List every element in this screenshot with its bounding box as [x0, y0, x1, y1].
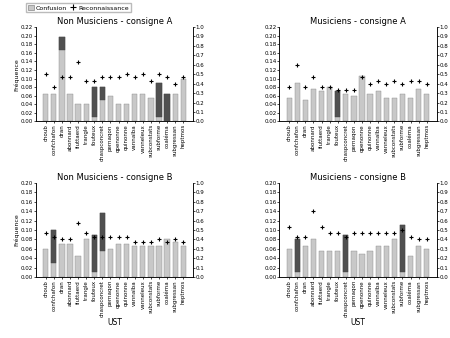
Bar — [108, 249, 113, 277]
Bar — [100, 87, 105, 100]
Bar — [124, 104, 129, 121]
Bar — [384, 98, 389, 121]
Y-axis label: Fréquence: Fréquence — [14, 214, 20, 246]
Bar — [68, 94, 72, 121]
Bar — [92, 87, 97, 117]
Bar — [343, 235, 348, 277]
Title: Musiciens - consigne B: Musiciens - consigne B — [310, 173, 406, 182]
Bar — [51, 230, 57, 277]
Bar — [165, 239, 170, 277]
Bar — [360, 254, 364, 277]
Bar — [335, 91, 340, 117]
Bar — [287, 249, 292, 277]
Bar — [157, 83, 162, 121]
Bar — [408, 256, 413, 277]
Title: Non Musiciens - consigne B: Non Musiciens - consigne B — [57, 173, 172, 182]
Bar — [343, 235, 348, 272]
Bar — [376, 246, 381, 277]
Bar — [140, 94, 145, 121]
Bar — [148, 98, 153, 121]
Bar — [180, 246, 186, 277]
Bar — [295, 83, 300, 121]
Bar — [295, 239, 300, 272]
Bar — [384, 246, 389, 277]
Bar — [43, 94, 49, 121]
Bar — [59, 37, 65, 50]
Bar — [424, 94, 429, 121]
Bar — [400, 225, 405, 272]
Bar — [59, 37, 65, 121]
Y-axis label: Fréquence: Fréquence — [14, 58, 20, 91]
Bar — [351, 96, 356, 121]
Bar — [172, 94, 178, 121]
Bar — [148, 246, 153, 277]
Bar — [100, 214, 105, 251]
Bar — [368, 94, 373, 121]
Title: Non Musiciens - consigne A: Non Musiciens - consigne A — [57, 17, 172, 26]
Bar — [108, 96, 113, 121]
Bar — [368, 251, 373, 277]
Bar — [400, 94, 405, 121]
Bar — [392, 239, 397, 277]
Bar — [376, 91, 381, 121]
Bar — [132, 246, 137, 277]
Bar — [92, 235, 97, 272]
Bar — [335, 251, 340, 277]
Bar — [59, 244, 65, 277]
Bar — [408, 98, 413, 121]
Bar — [84, 104, 89, 121]
Bar — [295, 239, 300, 277]
Bar — [319, 91, 324, 121]
Bar — [416, 246, 421, 277]
Bar — [116, 104, 121, 121]
Bar — [76, 256, 81, 277]
Bar — [100, 214, 105, 277]
Bar — [172, 242, 178, 277]
Bar — [343, 94, 348, 121]
Bar — [303, 100, 308, 121]
Bar — [351, 251, 356, 277]
Bar — [157, 83, 162, 117]
Bar — [165, 94, 170, 124]
X-axis label: UST: UST — [351, 318, 365, 327]
Bar — [92, 87, 97, 121]
Bar — [51, 230, 57, 263]
Bar — [92, 235, 97, 277]
Bar — [100, 87, 105, 121]
Bar — [400, 225, 405, 277]
Bar — [360, 76, 364, 121]
Bar — [311, 89, 316, 121]
Bar — [424, 249, 429, 277]
Bar — [311, 239, 316, 277]
Bar — [157, 246, 162, 277]
Bar — [140, 246, 145, 277]
Bar — [68, 244, 72, 277]
Bar — [165, 94, 170, 121]
Title: Musiciens - consigne A: Musiciens - consigne A — [310, 17, 406, 26]
Bar — [132, 94, 137, 121]
Bar — [76, 104, 81, 121]
Bar — [51, 94, 57, 121]
X-axis label: UST: UST — [107, 318, 122, 327]
Bar — [392, 98, 397, 121]
Bar — [327, 251, 332, 277]
Bar — [180, 78, 186, 121]
Bar — [84, 239, 89, 277]
Legend: Confusion, Reconnaissance: Confusion, Reconnaissance — [26, 3, 130, 13]
Bar — [43, 249, 49, 277]
Bar — [335, 91, 340, 121]
Bar — [416, 89, 421, 121]
Bar — [116, 244, 121, 277]
Bar — [319, 251, 324, 277]
Bar — [327, 87, 332, 121]
Bar — [287, 98, 292, 121]
Bar — [303, 246, 308, 277]
Bar — [124, 244, 129, 277]
